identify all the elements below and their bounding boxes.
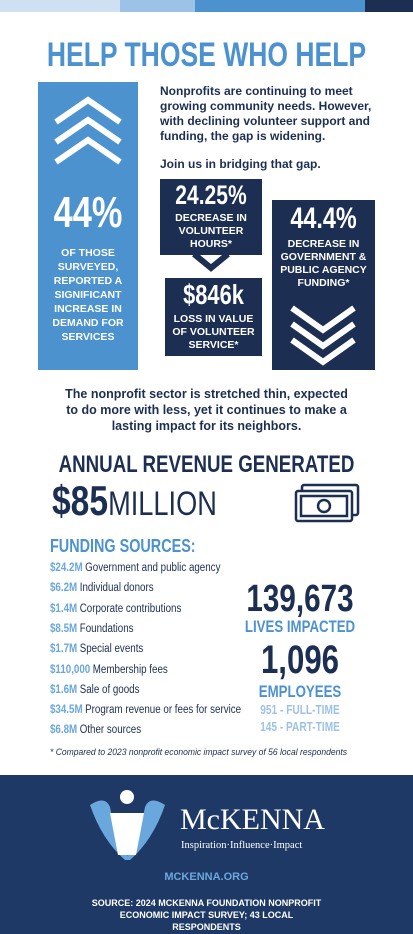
stripe [195, 0, 365, 12]
funding-amount: $1.4M [50, 602, 78, 615]
funding-amount: $8.5M [50, 622, 78, 635]
stripe [365, 0, 413, 12]
stat-text: OF THOSE SURVEYED, REPORTED A SIGNIFICAN… [52, 247, 124, 343]
funding-label: Individual donors [79, 582, 154, 595]
stat-box [160, 179, 262, 255]
funding-amount: $24.2M [50, 562, 83, 574]
revenue-heading: ANNUAL REVENUE GENERATED [58, 451, 355, 478]
funding-amount: $34.5M [50, 704, 83, 717]
funding-item: $34.5M Program revenue or fees for servic… [50, 704, 241, 716]
summary: The nonprofit sector is stretched thin, … [65, 387, 348, 433]
source: SOURCE: 2024 MCKENNA FOUNDATION NONPROFI… [91, 898, 322, 932]
funding-item: $6.8M Other sources [50, 724, 141, 736]
lives: 139,673 [246, 578, 354, 620]
funding-label: Program revenue or fees for service [85, 704, 242, 717]
funding-item: $110,000 Membership fees [50, 664, 168, 676]
funding-amount: $6.2M [50, 582, 78, 595]
stat-value: $846k [183, 279, 244, 310]
employees-label: EMPLOYEES [258, 682, 342, 701]
stat-box [165, 278, 262, 356]
funding-label: Government and public agency [85, 562, 221, 574]
stat-value: 24.25% [175, 180, 247, 210]
chevrons [290, 305, 356, 366]
stat-text: LOSS IN VALUE OF VOLUNTEER SERVICE* [172, 313, 255, 351]
funding-amount: $1.7M [50, 643, 78, 656]
stripe [120, 0, 195, 12]
funding-heading: FUNDING SOURCES: [50, 536, 196, 556]
funding-item: $24.2M Government and public agency [50, 562, 220, 574]
arrow [192, 252, 230, 272]
funding-item: $1.4M Corporate contributions [50, 603, 181, 615]
intro: Nonprofits are continuing to meet growin… [160, 84, 372, 143]
funding-label: Foundations [79, 622, 134, 635]
chevrons [54, 96, 122, 165]
funding-item: $6.2M Individual donors [50, 582, 154, 594]
funding-amount: $1.6M [50, 683, 78, 696]
stat-value: 44.4% [290, 202, 357, 235]
amount: $85 [52, 477, 109, 524]
stat-text: DECREASE IN GOVERNMENT & PUBLIC AGENCY F… [280, 238, 367, 289]
funding-label: Other sources [79, 724, 142, 737]
funding-label: Special events [79, 643, 144, 656]
employees: 1,096 [260, 638, 340, 682]
stat-box [272, 200, 375, 370]
stripe [0, 0, 120, 12]
funding-amount: $110,000 [50, 663, 91, 676]
footer [0, 775, 413, 934]
part-time: 145 - PART-TIME [260, 719, 340, 734]
call-to-action: Join us in bridging that gap. [160, 157, 321, 171]
logo [90, 790, 165, 860]
funding-item: $1.7M Special events [50, 643, 143, 655]
tagline: Inspiration·Influence·Impact [181, 840, 303, 851]
title: HELP THOSE WHO HELP [46, 36, 367, 74]
stat-value: 44% [53, 188, 123, 237]
full-time: 951 - FULL-TIME [260, 702, 340, 717]
stat-text: DECREASE IN VOLUNTEER HOURS* [175, 212, 247, 250]
funding-label: Sale of goods [79, 683, 140, 696]
revenue-amount: $85MILLION [52, 478, 217, 527]
money-icon [294, 483, 360, 523]
stat-box [38, 82, 138, 370]
url: MCKENNA.ORG [164, 871, 249, 883]
funding-item: $1.6M Sale of goods [50, 684, 140, 696]
funding-item: $8.5M Foundations [50, 623, 134, 635]
brand: McKENNA [180, 803, 325, 836]
funding-label: Membership fees [92, 663, 168, 676]
footnote: * Compared to 2023 nonprofit economic im… [50, 747, 348, 758]
funding-amount: $6.8M [50, 724, 78, 737]
lives-label: LIVES IMPACTED [244, 617, 356, 636]
funding-label: Corporate contributions [79, 602, 182, 615]
unit: MILLION [108, 485, 217, 523]
